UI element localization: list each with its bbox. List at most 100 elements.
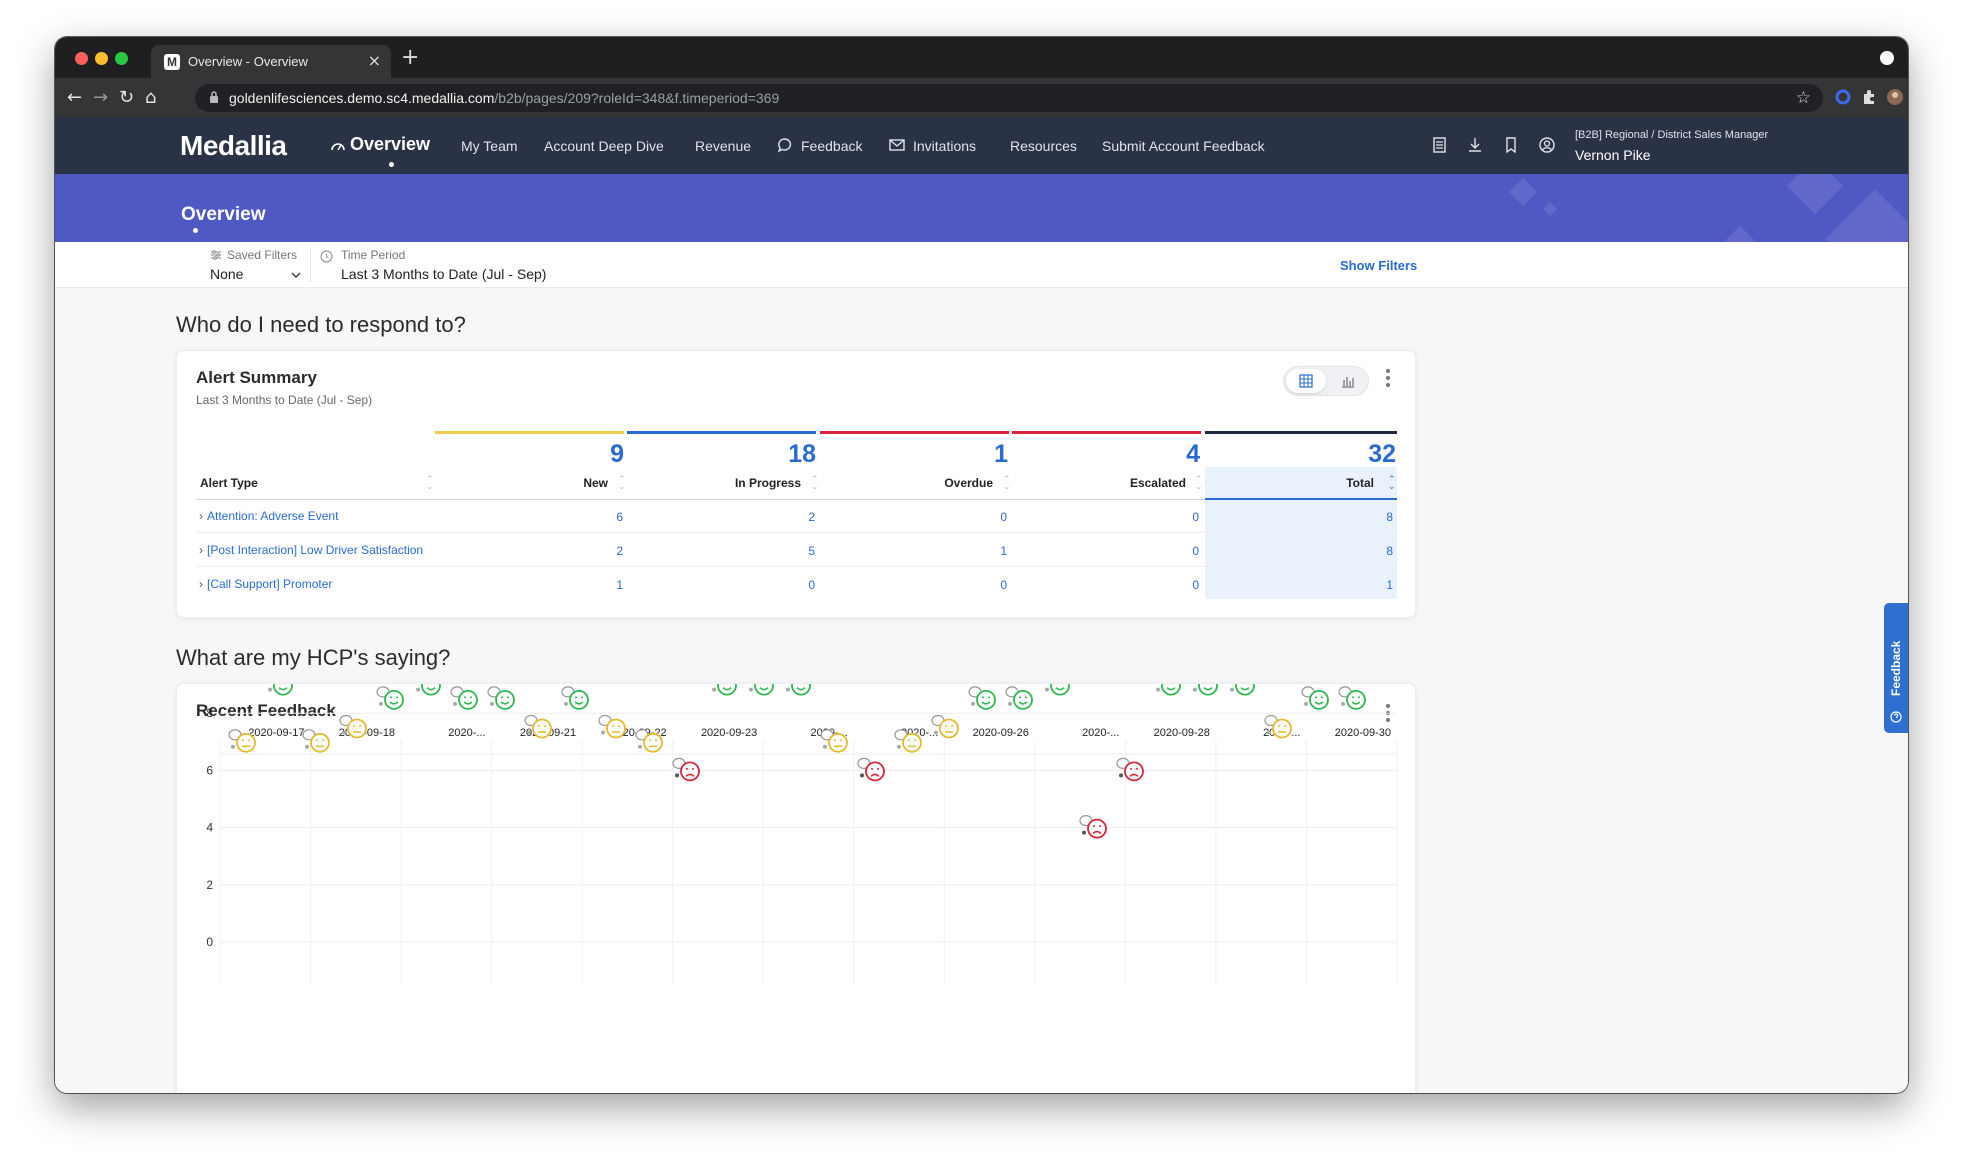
row-cell[interactable]: 1 — [1386, 578, 1393, 592]
time-period-selector[interactable]: Last 3 Months to Date (Jul - Sep) — [341, 266, 547, 282]
bookmark-star-icon[interactable]: ☆ — [1795, 88, 1811, 108]
feedback-point-positive-icon[interactable] — [376, 686, 404, 710]
feedback-point-positive-icon[interactable] — [414, 684, 441, 696]
url-input[interactable]: goldenlifesciences.demo.sc4.medallia.com… — [195, 84, 1823, 112]
forward-arrow-icon[interactable]: → — [93, 87, 109, 108]
feedback-point-positive-icon[interactable] — [784, 684, 811, 696]
feedback-point-neutral-icon[interactable] — [1264, 714, 1292, 739]
feedback-point-positive-icon[interactable] — [1005, 686, 1033, 710]
feedback-point-neutral-icon[interactable] — [894, 729, 922, 753]
sort-icon[interactable]: ⌃ ⌄ — [811, 475, 819, 492]
extensions-puzzle-icon[interactable] — [1861, 89, 1877, 105]
overdue-header[interactable]: Overdue — [944, 476, 993, 490]
feedback-point-positive-icon[interactable] — [266, 684, 293, 696]
alert-row-adverse-event[interactable]: › Attention: Adverse Event — [199, 509, 339, 523]
browser-tab[interactable]: M Overview - Overview × — [151, 45, 391, 78]
feedback-point-neutral-icon[interactable] — [635, 729, 663, 753]
row-cell[interactable]: 6 — [616, 510, 623, 524]
medallia-logo[interactable]: Medallia — [180, 130, 287, 161]
extension-circle-icon[interactable] — [1835, 89, 1851, 105]
feedback-point-positive-icon[interactable] — [1154, 684, 1181, 696]
feedback-point-positive-icon[interactable] — [1191, 684, 1218, 696]
tab-close-icon[interactable]: × — [367, 51, 381, 70]
new-total[interactable]: 9 — [610, 440, 624, 468]
row-cell[interactable]: 5 — [808, 544, 815, 558]
report-icon[interactable] — [1430, 136, 1448, 154]
bookmark-icon[interactable] — [1502, 136, 1520, 154]
row-cell[interactable]: 0 — [1000, 578, 1007, 592]
browser-profile-icon[interactable] — [1880, 51, 1894, 65]
nav-item-submit-account-feedback[interactable]: Submit Account Feedback — [1102, 138, 1265, 154]
overdue-total[interactable]: 1 — [994, 440, 1008, 468]
nav-item-invitations[interactable]: Invitations — [913, 138, 977, 154]
alert-type-header[interactable]: Alert Type — [200, 476, 258, 490]
table-view-button[interactable] — [1286, 369, 1326, 393]
sort-icon[interactable]: ⌃ ⌄ — [1195, 475, 1203, 492]
feedback-point-positive-icon[interactable] — [1043, 684, 1070, 696]
alert-row-low-driver-satisfaction[interactable]: › [Post Interaction] Low Driver Satisfact… — [199, 543, 424, 557]
feedback-point-positive-icon[interactable] — [710, 684, 737, 696]
user-role[interactable]: [B2B] Regional / District Sales Manager — [1575, 129, 1769, 141]
row-cell[interactable]: 0 — [1192, 544, 1199, 558]
feedback-point-negative-icon[interactable] — [672, 757, 700, 782]
user-avatar-icon[interactable] — [1887, 89, 1903, 105]
sort-icon[interactable]: ⌃ ⌄ — [426, 475, 434, 492]
show-filters-button[interactable]: Show Filters — [1340, 258, 1418, 273]
nav-item-resources[interactable]: Resources — [1010, 138, 1077, 154]
feedback-point-positive-icon[interactable] — [747, 684, 774, 696]
row-cell[interactable]: 0 — [1192, 510, 1199, 524]
grand-total[interactable]: 32 — [1368, 440, 1396, 468]
row-cell[interactable]: 2 — [616, 544, 623, 558]
feedback-point-negative-icon[interactable] — [1079, 815, 1107, 839]
feedback-point-positive-icon[interactable] — [1301, 686, 1329, 710]
feedback-point-positive-icon[interactable] — [1338, 686, 1366, 710]
saved-filters-dropdown[interactable]: None — [210, 266, 244, 282]
feedback-point-neutral-icon[interactable] — [228, 729, 256, 753]
feedback-point-positive-icon[interactable] — [487, 686, 515, 710]
maximize-window-button[interactable] — [115, 52, 128, 65]
feedback-point-neutral-icon[interactable] — [524, 714, 552, 739]
row-cell[interactable]: 2 — [808, 510, 815, 524]
user-name[interactable]: Vernon Pike — [1575, 147, 1651, 163]
chart-view-button[interactable] — [1328, 369, 1368, 393]
feedback-point-neutral-icon[interactable] — [820, 729, 848, 753]
back-arrow-icon[interactable]: ← — [67, 87, 83, 108]
nav-item-my-team[interactable]: My Team — [461, 138, 518, 154]
download-icon[interactable] — [1466, 136, 1484, 154]
total-header[interactable]: Total — [1346, 476, 1374, 490]
sort-icon[interactable]: ⌃ ⌄ — [618, 475, 626, 492]
nav-item-overview[interactable]: Overview — [350, 134, 431, 154]
alert-row-call-support-promoter[interactable]: › [Call Support] Promoter — [199, 577, 333, 591]
feedback-point-negative-icon[interactable] — [857, 757, 885, 782]
nav-item-feedback[interactable]: Feedback — [801, 138, 863, 154]
in-progress-total[interactable]: 18 — [788, 440, 816, 468]
nav-item-account-deep-dive[interactable]: Account Deep Dive — [544, 138, 664, 154]
sort-icon[interactable]: ⌃ ⌄ — [1388, 475, 1396, 492]
in-progress-header[interactable]: In Progress — [734, 476, 801, 490]
row-cell[interactable]: 1 — [1000, 544, 1007, 558]
new-header[interactable]: New — [583, 476, 608, 490]
feedback-point-positive-icon[interactable] — [450, 686, 478, 710]
sort-icon[interactable]: ⌃ ⌄ — [1003, 475, 1011, 492]
row-cell[interactable]: 0 — [808, 578, 815, 592]
row-cell[interactable]: 0 — [1192, 578, 1199, 592]
feedback-point-positive-icon[interactable] — [561, 686, 589, 710]
feedback-point-positive-icon[interactable] — [1228, 684, 1255, 696]
user-account-icon[interactable] — [1538, 136, 1556, 154]
home-icon[interactable]: ⌂ — [145, 87, 157, 108]
row-cell[interactable]: 8 — [1386, 544, 1393, 558]
feedback-side-tab[interactable]: Feedback — [1884, 603, 1908, 733]
nav-item-revenue[interactable]: Revenue — [695, 138, 752, 154]
feedback-point-neutral-icon[interactable] — [931, 714, 959, 739]
chevron-down-icon[interactable] — [291, 271, 301, 279]
row-cell[interactable]: 1 — [616, 578, 623, 592]
row-cell[interactable]: 0 — [1000, 510, 1007, 524]
feedback-point-positive-icon[interactable] — [968, 686, 996, 710]
feedback-point-neutral-icon[interactable] — [302, 729, 330, 753]
row-cell[interactable]: 8 — [1386, 510, 1393, 524]
escalated-header[interactable]: Escalated — [1129, 476, 1186, 490]
escalated-total[interactable]: 4 — [1186, 440, 1200, 468]
close-window-button[interactable] — [75, 52, 88, 65]
feedback-point-neutral-icon[interactable] — [598, 714, 626, 739]
reload-icon[interactable]: ↻ — [119, 87, 135, 108]
